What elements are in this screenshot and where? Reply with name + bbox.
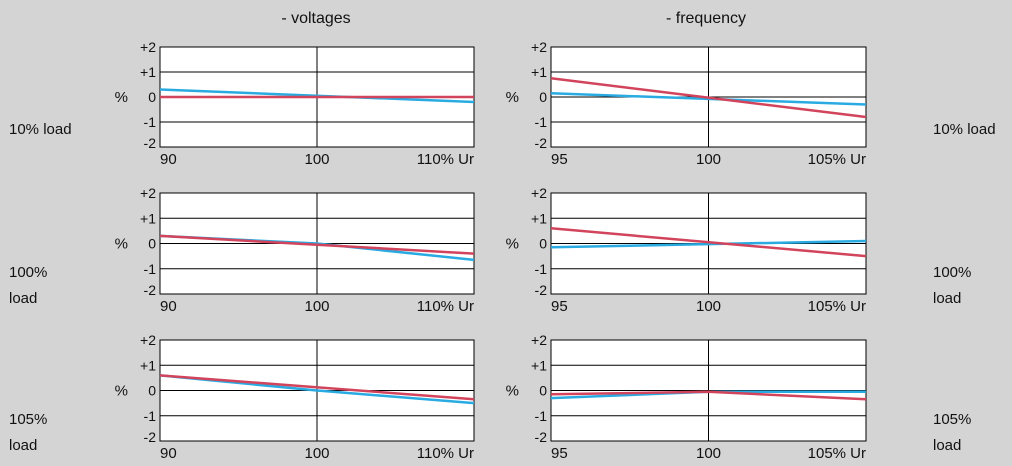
row-label: 105%: [933, 411, 971, 428]
y-axis-unit: %: [115, 383, 128, 400]
row-label: 10% load: [9, 121, 72, 138]
y-tick-label: +1: [531, 357, 547, 373]
x-tick-label: 95: [551, 298, 568, 315]
y-tick-label: +1: [140, 210, 156, 226]
x-tick-label: 105% Ur: [808, 445, 866, 462]
y-tick-label: +2: [140, 39, 156, 55]
series-line: [550, 239, 867, 249]
chart-panel: +2 +1 0 -1 -2% 90 100 110% Ur: [115, 185, 475, 315]
series-line: [550, 227, 867, 258]
y-tick-label: 0: [148, 236, 156, 252]
y-tick-label: -2: [535, 429, 548, 445]
x-tick-label: 100: [304, 151, 329, 168]
x-tick-label: 105% Ur: [808, 298, 866, 315]
chart-panel: +2 +1 0 -1 -2% 95 100 105% Ur: [506, 332, 867, 462]
x-tick-label: 110% Ur: [417, 298, 474, 315]
x-tick-label: 90: [160, 298, 177, 315]
chart-panel: +2 +1 0 -1 -2% 95 100 105% Ur: [506, 185, 867, 315]
row-label: load: [933, 437, 961, 454]
x-tick-label: 100: [304, 445, 329, 462]
row-label: 100%: [933, 264, 971, 281]
y-tick-label: 0: [148, 89, 156, 105]
x-tick-label: 110% Ur: [417, 445, 474, 462]
x-tick-label: 90: [160, 151, 177, 168]
y-axis-unit: %: [115, 236, 128, 253]
x-tick-label: 95: [551, 445, 568, 462]
series-line: [550, 390, 867, 401]
y-tick-label: +1: [531, 64, 547, 80]
row-label: 100%: [9, 264, 47, 281]
x-tick-label: 100: [696, 445, 721, 462]
y-tick-label: -1: [535, 261, 548, 277]
y-tick-label: +2: [140, 332, 156, 348]
y-tick-label: -1: [144, 114, 157, 130]
series-line: [550, 77, 867, 119]
series-line: [159, 374, 475, 401]
chart-panel: +2 +1 0 -1 -2% 90 100 110% Ur: [115, 39, 475, 168]
x-tick-label: 105% Ur: [808, 151, 866, 168]
y-tick-label: +2: [531, 39, 547, 55]
chart-panel: +2 +1 0 -1 -2% 95 100 105% Ur: [506, 39, 867, 168]
column-title-frequency: - frequency: [666, 10, 746, 27]
row-label: 105%: [9, 411, 47, 428]
y-tick-label: +1: [140, 357, 156, 373]
y-tick-label: -2: [144, 429, 157, 445]
x-tick-label: 110% Ur: [417, 151, 474, 168]
y-tick-label: +2: [531, 185, 547, 201]
y-axis-unit: %: [115, 89, 128, 106]
y-tick-label: -1: [144, 261, 157, 277]
y-tick-label: +1: [531, 210, 547, 226]
x-tick-label: 100: [696, 151, 721, 168]
y-tick-label: -2: [144, 282, 157, 298]
chart-panel: +2 +1 0 -1 -2% 90 100 110% Ur: [115, 332, 475, 462]
series-line: [159, 234, 475, 255]
y-tick-label: -2: [144, 135, 157, 151]
y-axis-unit: %: [506, 236, 519, 253]
y-axis-unit: %: [506, 89, 519, 106]
y-tick-label: -1: [535, 114, 548, 130]
y-tick-label: 0: [539, 236, 547, 252]
y-tick-label: +1: [140, 64, 156, 80]
y-tick-label: +2: [140, 185, 156, 201]
y-tick-label: -1: [535, 408, 548, 424]
y-tick-label: 0: [539, 89, 547, 105]
y-axis-unit: %: [506, 383, 519, 400]
row-label: load: [9, 290, 37, 307]
x-tick-label: 100: [304, 298, 329, 315]
y-tick-label: 0: [148, 383, 156, 399]
y-tick-label: -2: [535, 135, 548, 151]
row-label: 10% load: [933, 121, 996, 138]
column-title-voltages: - voltages: [281, 10, 350, 27]
y-tick-label: -1: [144, 408, 157, 424]
x-tick-label: 95: [551, 151, 568, 168]
x-tick-label: 90: [160, 445, 177, 462]
y-tick-label: +2: [531, 332, 547, 348]
y-tick-label: -2: [535, 282, 548, 298]
y-tick-label: 0: [539, 383, 547, 399]
x-tick-label: 100: [696, 298, 721, 315]
row-label: load: [9, 437, 37, 454]
row-label: load: [933, 290, 961, 307]
